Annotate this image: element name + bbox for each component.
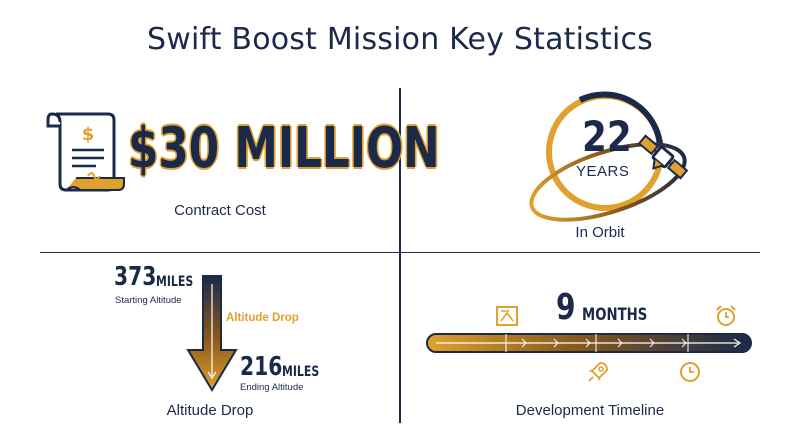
timeline-number: 9 (556, 287, 576, 328)
timeline-unit: MONTHS (582, 305, 648, 325)
altitude-start-label: Starting Altitude (115, 295, 182, 306)
svg-text:$: $ (82, 124, 95, 145)
satellite-icon (637, 134, 689, 180)
page-title: Swift Boost Mission Key Statistics (146, 22, 654, 57)
cost-value: $30 MILLION (128, 116, 440, 181)
altitude-end-label: Ending Altitude (240, 382, 304, 393)
clock-icon (680, 362, 700, 382)
altitude-end-unit: MILES (282, 364, 320, 380)
altitude-start-unit: MILES (156, 274, 194, 290)
altitude-arrow (186, 275, 238, 392)
altitude-start-value: 373 (114, 262, 157, 292)
cost-caption: Contract Cost (174, 202, 266, 219)
blueprint-icon (496, 306, 518, 326)
vertical-divider (399, 88, 401, 423)
altitude-end-value: 216 (240, 352, 283, 382)
orbit-number: 22 (582, 112, 632, 161)
orbit-caption: In Orbit (575, 224, 625, 241)
dollar-document-icon: $ (46, 112, 125, 192)
timeline-caption: Development Timeline (515, 402, 665, 419)
orbit-unit: YEARS (576, 163, 630, 180)
horizontal-divider (40, 252, 760, 253)
alarm-clock-icon (716, 305, 736, 326)
altitude-drop-label: Altitude Drop (226, 312, 299, 324)
timeline-bar (426, 333, 752, 353)
rocket-icon (588, 362, 608, 382)
altitude-caption: Altitude Drop (166, 402, 254, 419)
